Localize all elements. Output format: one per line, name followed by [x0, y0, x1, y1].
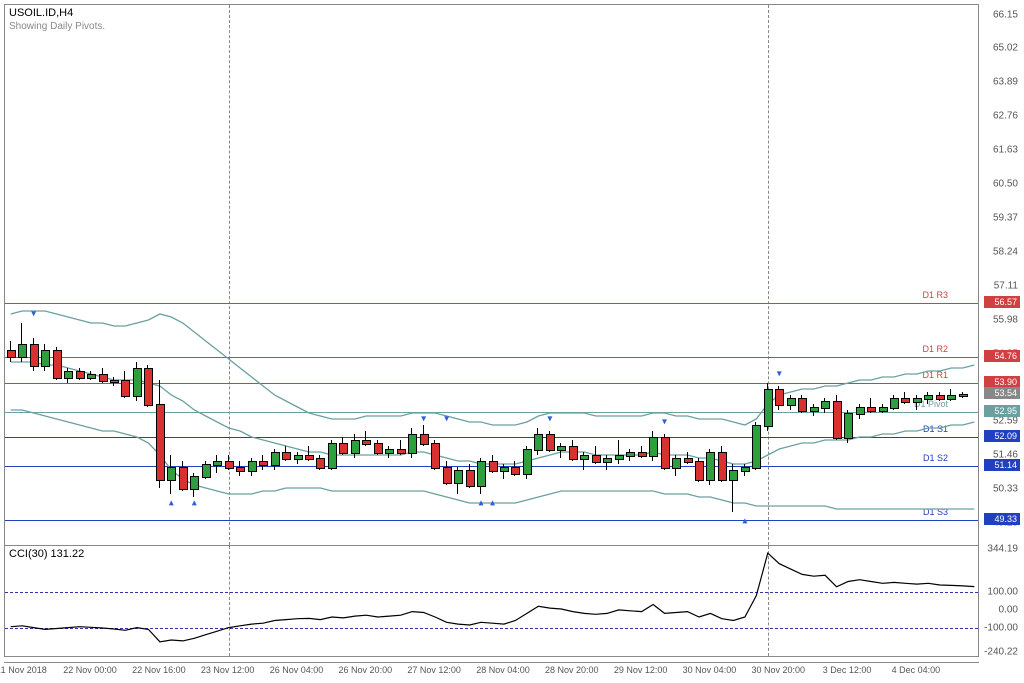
time-tick: 21 Nov 2018 [0, 665, 47, 675]
cci-tick: 0.00 [999, 604, 1018, 615]
fractal-arrow-icon: ▴ [169, 498, 174, 509]
pivot-price-tag: 52.09 [984, 430, 1020, 442]
fractal-arrow-icon: ▾ [31, 309, 36, 320]
fractal-arrow-icon: ▾ [421, 414, 426, 425]
time-tick: 3 Dec 12:00 [823, 665, 872, 675]
price-tick: 59.37 [993, 212, 1018, 223]
pivot-price-tag: 54.76 [984, 350, 1020, 362]
price-chart[interactable]: USOIL.ID,H4 Showing Daily Pivots. D1 R3D… [5, 5, 978, 546]
price-tick: 58.24 [993, 246, 1018, 257]
cci-tick: 344.19 [987, 543, 1018, 554]
time-tick: 26 Nov 04:00 [270, 665, 324, 675]
fractal-arrow-icon: ▴ [742, 516, 747, 527]
price-tick: 61.63 [993, 145, 1018, 156]
time-tick: 30 Nov 20:00 [751, 665, 805, 675]
time-tick: 26 Nov 20:00 [339, 665, 393, 675]
pivot-price-tag: 56.57 [984, 296, 1020, 308]
cci-tick: -240.22 [984, 647, 1018, 658]
price-tick: 62.76 [993, 111, 1018, 122]
price-tick: 63.89 [993, 77, 1018, 88]
last-price-tag: 53.54 [984, 387, 1020, 399]
time-tick: 22 Nov 16:00 [132, 665, 186, 675]
time-tick: 27 Nov 12:00 [407, 665, 461, 675]
price-tick: 65.02 [993, 43, 1018, 54]
time-tick: 30 Nov 04:00 [683, 665, 737, 675]
price-tick: 66.15 [993, 9, 1018, 20]
fractal-arrow-icon: ▾ [444, 414, 449, 425]
time-tick: 22 Nov 00:00 [63, 665, 117, 675]
time-tick: 28 Nov 20:00 [545, 665, 599, 675]
price-tick: 52.59 [993, 416, 1018, 427]
pivot-price-tag: 51.14 [984, 459, 1020, 471]
cci-axis: 344.19 100.00 0.00 -100.00 -240.22 [980, 546, 1020, 656]
fractal-arrow-icon: ▴ [490, 498, 495, 509]
cci-tick: -100.00 [984, 622, 1018, 633]
price-axis: 66.15 65.02 63.89 62.76 61.63 60.50 59.37 58.24… [980, 4, 1020, 544]
fractal-arrow-icon: ▾ [777, 369, 782, 380]
cci-line [5, 546, 980, 656]
pivot-price-tag: 52.95 [984, 405, 1020, 417]
price-tick: 60.50 [993, 179, 1018, 190]
fractal-arrow-icon: ▴ [192, 498, 197, 509]
price-tick: 50.33 [993, 484, 1018, 495]
price-tick: 55.98 [993, 314, 1018, 325]
chart-container[interactable]: USOIL.ID,H4 Showing Daily Pivots. D1 R3D… [4, 4, 979, 657]
fractal-arrow-icon: ▾ [547, 414, 552, 425]
fractal-arrow-icon: ▾ [662, 417, 667, 428]
time-axis: 21 Nov 201822 Nov 00:0022 Nov 16:0023 No… [4, 662, 979, 681]
fractal-arrow-icon: ▴ [479, 498, 484, 509]
time-tick: 28 Nov 04:00 [476, 665, 530, 675]
time-tick: 23 Nov 12:00 [201, 665, 255, 675]
price-tick: 57.11 [994, 280, 1018, 291]
time-tick: 29 Nov 12:00 [614, 665, 668, 675]
pivot-price-tag: 49.33 [984, 513, 1020, 525]
cci-tick: 100.00 [987, 587, 1018, 598]
time-tick: 4 Dec 04:00 [892, 665, 941, 675]
cci-indicator-chart[interactable]: CCI(30) 131.22 [5, 546, 978, 656]
